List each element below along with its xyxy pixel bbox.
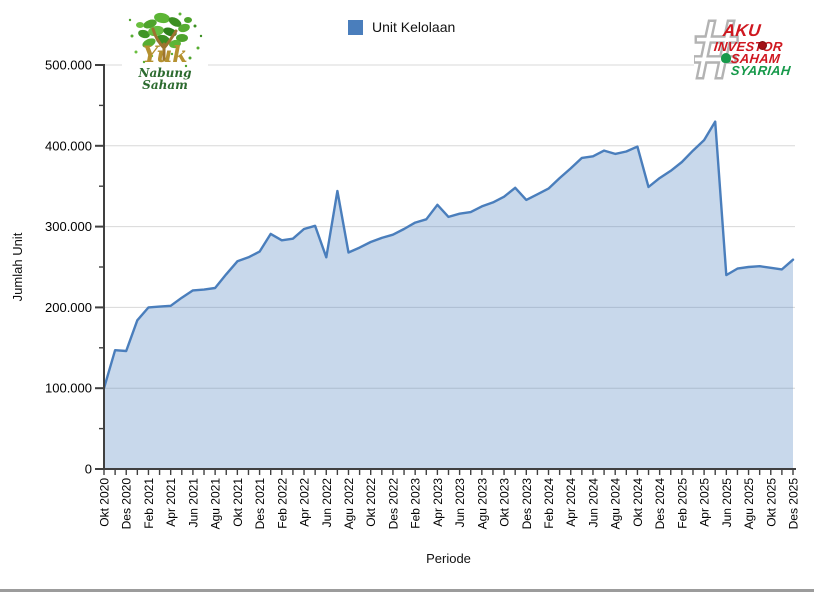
y-axis-title: Jumlah Unit	[10, 232, 25, 302]
svg-text:300.000: 300.000	[45, 219, 92, 234]
hashtag-icon: #	[690, 1, 739, 97]
svg-text:Feb 2025: Feb 2025	[675, 478, 689, 529]
svg-text:Okt 2022: Okt 2022	[364, 478, 378, 527]
svg-text:Okt 2020: Okt 2020	[98, 478, 112, 527]
legend-swatch	[348, 20, 363, 35]
ball-icon	[758, 41, 767, 50]
svg-text:Des 2025: Des 2025	[787, 478, 801, 530]
svg-text:Okt 2025: Okt 2025	[764, 478, 778, 527]
svg-text:Apr 2025: Apr 2025	[698, 478, 712, 527]
unit-kelolaan-area-chart: 0 100.000 200.000 300.000 400.000 500.000 Okt …	[45, 58, 801, 530]
svg-text:Jun 2023: Jun 2023	[453, 478, 467, 528]
svg-text:Jun 2021: Jun 2021	[186, 478, 200, 528]
svg-text:Jun 2022: Jun 2022	[320, 478, 334, 528]
svg-text:Agu 2022: Agu 2022	[342, 478, 356, 530]
svg-text:Des 2024: Des 2024	[653, 478, 667, 530]
svg-text:#: #	[694, 12, 738, 90]
svg-text:Agu 2023: Agu 2023	[475, 478, 489, 530]
svg-text:Apr 2024: Apr 2024	[564, 478, 578, 527]
svg-text:Feb 2023: Feb 2023	[409, 478, 423, 529]
svg-text:400.000: 400.000	[45, 138, 92, 153]
svg-text:Apr 2022: Apr 2022	[298, 478, 312, 527]
legend-label: Unit Kelolaan	[372, 19, 456, 35]
svg-text:Des 2021: Des 2021	[253, 478, 267, 530]
yuk-nabung-saham-logo: Yuk Nabung Saham	[122, 8, 208, 92]
logo-word-saham: Saham	[142, 78, 188, 92]
svg-text:Agu 2025: Agu 2025	[742, 478, 756, 530]
svg-text:Feb 2022: Feb 2022	[275, 478, 289, 529]
svg-text:500.000: 500.000	[45, 58, 92, 73]
svg-text:200.000: 200.000	[45, 300, 92, 315]
legend-item-unit-kelolaan[interactable]: Unit Kelolaan	[348, 20, 455, 35]
logo-word-yuk: Yuk	[142, 42, 188, 68]
svg-text:Apr 2023: Apr 2023	[431, 478, 445, 527]
svg-text:Feb 2024: Feb 2024	[542, 478, 556, 529]
svg-text:Agu 2024: Agu 2024	[609, 478, 623, 530]
svg-text:Okt 2021: Okt 2021	[231, 478, 245, 527]
hand-icon	[721, 53, 731, 63]
svg-text:0: 0	[85, 462, 92, 477]
bottom-divider	[0, 589, 814, 592]
svg-text:Jun 2024: Jun 2024	[586, 478, 600, 528]
svg-text:100.000: 100.000	[45, 381, 92, 396]
tree-icon	[128, 12, 203, 68]
logo-word-nabung: Nabung	[138, 66, 192, 80]
svg-text:Jun 2025: Jun 2025	[720, 478, 734, 528]
x-axis-title: Periode	[426, 551, 471, 566]
svg-text:Des 2023: Des 2023	[520, 478, 534, 530]
logo-line-syariah: SYARIAH	[730, 63, 792, 78]
svg-text:Apr 2021: Apr 2021	[164, 478, 178, 527]
svg-text:Agu 2021: Agu 2021	[209, 478, 223, 530]
svg-text:Des 2022: Des 2022	[386, 478, 400, 530]
svg-text:Okt 2024: Okt 2024	[631, 478, 645, 527]
svg-text:Okt 2023: Okt 2023	[498, 478, 512, 527]
aku-investor-saham-syariah-logo: # AKU INVESTOR SAHAM SYARIAH	[690, 1, 798, 97]
svg-text:Feb 2021: Feb 2021	[142, 478, 156, 529]
svg-text:Des 2020: Des 2020	[120, 478, 134, 530]
logo-line-aku: AKU	[722, 21, 762, 40]
